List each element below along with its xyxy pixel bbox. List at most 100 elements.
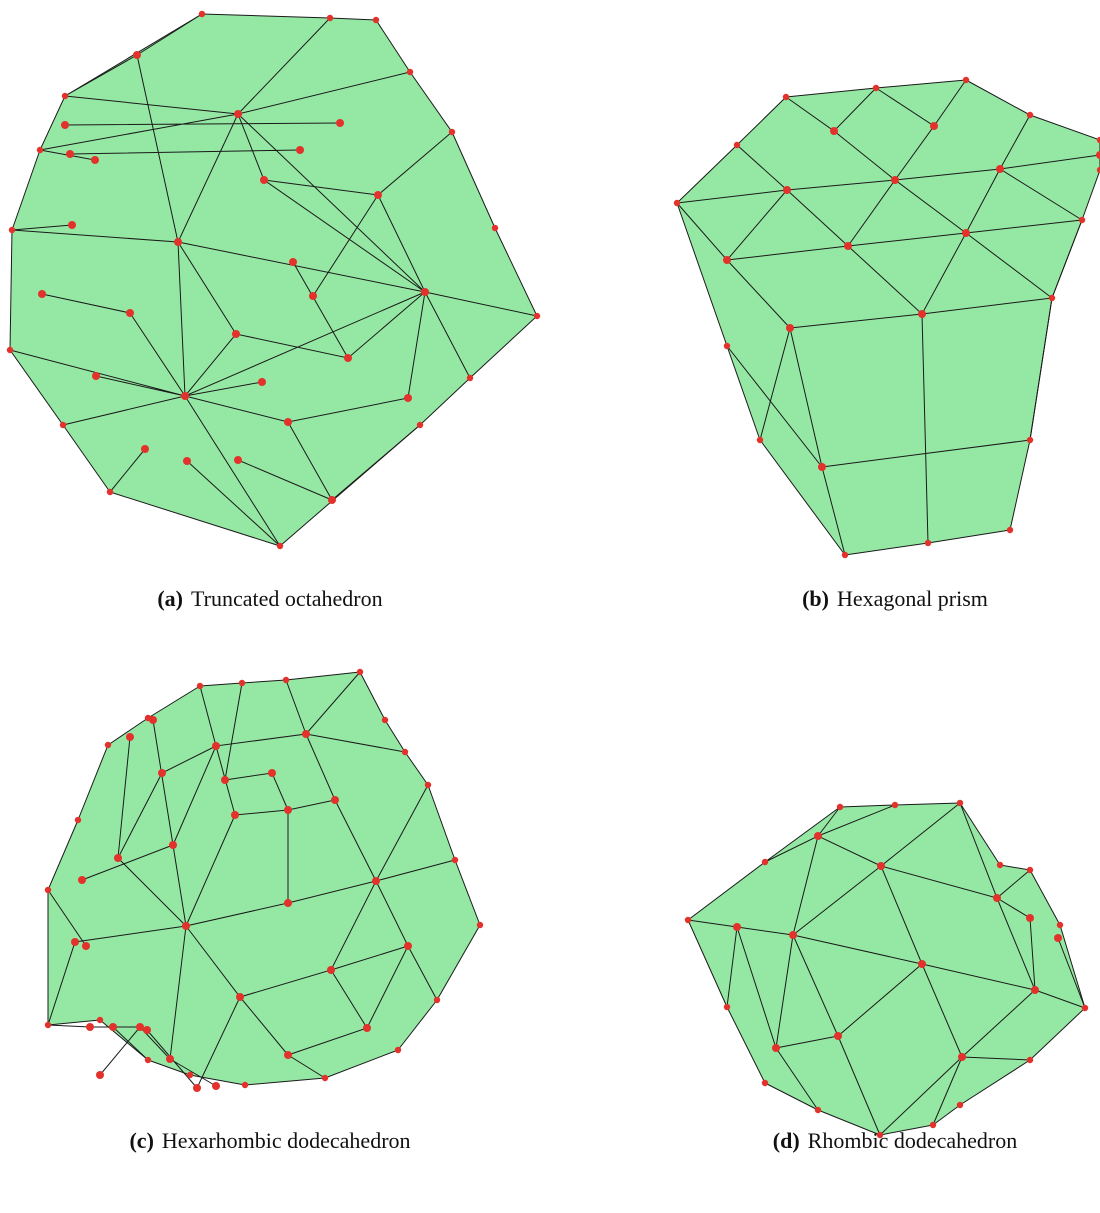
vertex-dot [466, 374, 474, 382]
vertex-dot [158, 769, 166, 777]
vertex-dot [783, 186, 791, 194]
vertex-dot [44, 886, 52, 894]
vertex-dot [126, 309, 134, 317]
vertex-dot [59, 421, 67, 429]
vertex-dot [78, 876, 86, 884]
vertex-dot [372, 877, 380, 885]
vertex-dot [761, 1079, 769, 1087]
vertex-dot [284, 899, 292, 907]
vertex-dot [328, 496, 336, 504]
vertex-dot [962, 76, 970, 84]
vertex-dot [326, 14, 334, 22]
vertex-dot [363, 1024, 371, 1032]
vertex-dot [1026, 436, 1034, 444]
vertex-dot [114, 854, 122, 862]
mesh-outline [687, 802, 1086, 1136]
vertex-dot [756, 436, 764, 444]
vertex-dot [374, 191, 382, 199]
vertex-dot [6, 346, 14, 354]
vertex-dot [723, 256, 731, 264]
vertex-dot [924, 539, 932, 547]
vertex-dot [918, 310, 926, 318]
vertex-dot [198, 10, 206, 18]
mesh-d [687, 802, 1086, 1136]
vertex-dot [331, 796, 339, 804]
vertex-dot [321, 1074, 329, 1082]
vertex-dot [723, 342, 731, 350]
vertex-dot [276, 542, 284, 550]
vertex-dot [814, 1106, 822, 1114]
vertex-dot [956, 799, 964, 807]
vertex-dot [1031, 986, 1039, 994]
vertex-dot [394, 1046, 402, 1054]
vertex-dot [238, 679, 246, 687]
vertex-dot [193, 1084, 201, 1092]
vertex-dot [186, 1071, 194, 1079]
vertex-dot [183, 457, 191, 465]
vertex-dot [309, 292, 317, 300]
vertex-dot [1096, 151, 1100, 159]
vertex-dot [327, 966, 335, 974]
vertex-dot [930, 122, 938, 130]
vertex-dot [406, 68, 414, 76]
caption: (a) Truncated octahedron [157, 586, 382, 612]
mesh-c [47, 671, 481, 1089]
vertex-dot [421, 288, 429, 296]
vertex-dot [1026, 914, 1034, 922]
vertex-dot [723, 1003, 731, 1011]
mesh-a [9, 13, 538, 547]
vertex-dot [1056, 921, 1064, 929]
vertex-dot [877, 862, 885, 870]
vertex-dot [993, 894, 1001, 902]
vertex-dot [44, 1021, 52, 1029]
vertex-dot [404, 942, 412, 950]
vertex-dot [451, 856, 459, 864]
vertex-dot [1048, 294, 1056, 302]
caption: (b) Hexagonal prism [802, 586, 988, 612]
vertex-dot [169, 841, 177, 849]
vertex-dot [284, 1051, 292, 1059]
vertex-dot [141, 445, 149, 453]
vertex-dot [126, 733, 134, 741]
vertex-dot [196, 682, 204, 690]
vertex-dot [109, 1023, 117, 1031]
vertex-dot [344, 354, 352, 362]
vertex-dot [174, 238, 182, 246]
vertex-dot [212, 1082, 220, 1090]
vertex-dot [234, 110, 242, 118]
vertex-dot [284, 418, 292, 426]
vertex-dot [448, 128, 456, 136]
vertex-dot [1078, 216, 1086, 224]
vertex-dot [282, 676, 290, 684]
vertex-dot [82, 942, 90, 950]
caption-text: Truncated octahedron [191, 586, 383, 611]
vertex-dot [1096, 136, 1100, 144]
vertex-dot [236, 993, 244, 1001]
vertex-dot [61, 121, 69, 129]
vertex-dot [891, 176, 899, 184]
vertex-dot [1026, 1056, 1034, 1064]
vertex-dot [104, 741, 112, 749]
vertex-dot [533, 312, 541, 320]
vertex-dot [996, 165, 1004, 173]
vertex-dot [74, 816, 82, 824]
vertex-dot [149, 716, 157, 724]
vertex-dot [814, 832, 822, 840]
caption-text: Rhombic dodecahedron [807, 1128, 1018, 1153]
vertex-dot [96, 1016, 104, 1024]
vertex-dot [841, 551, 849, 559]
vertex-dot [491, 224, 499, 232]
vertex-dot [38, 290, 46, 298]
vertex-dot [92, 372, 100, 380]
vertex-dot [182, 922, 190, 930]
vertex-dot [221, 776, 229, 784]
vertex-dot [181, 392, 189, 400]
vertex-dot [96, 1071, 104, 1079]
vertex-dot [424, 781, 432, 789]
vertex-dot [372, 16, 380, 24]
vertex-dot [733, 923, 741, 931]
vertex-dot [302, 730, 310, 738]
vertex-dot [404, 394, 412, 402]
vertex-dot [433, 996, 441, 1004]
